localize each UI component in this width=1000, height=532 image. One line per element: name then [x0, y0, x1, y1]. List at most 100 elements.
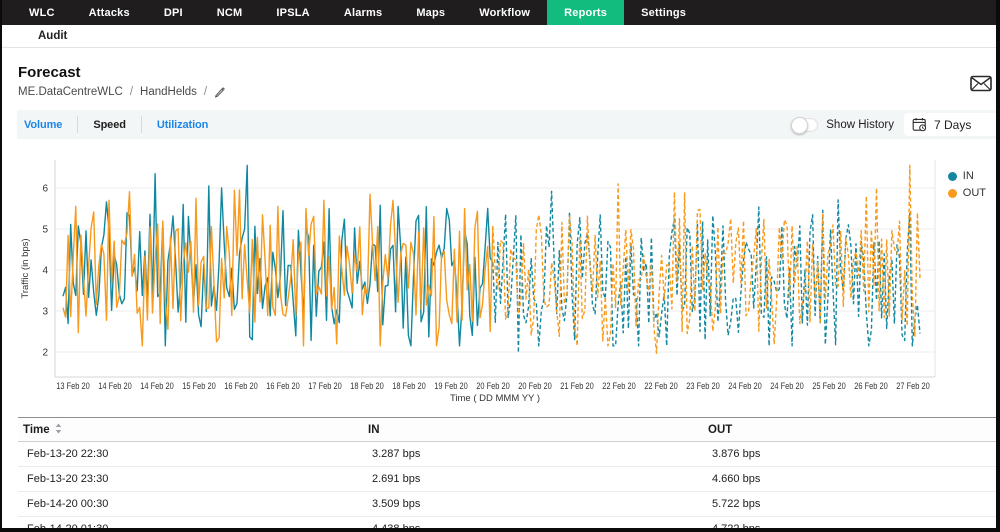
sub-navigation: Audit: [2, 25, 996, 48]
table-cell: Feb-13-20 23:30: [18, 466, 363, 492]
breadcrumb-interface[interactable]: HandHelds: [140, 86, 197, 98]
nav-item-settings[interactable]: Settings: [641, 6, 687, 19]
x-tick-label: 20 Feb 20: [476, 381, 510, 391]
forecast-chart: 2 3 4 5 6 Traffic (in bps) 13 Feb 20 14 Feb 20 1…: [2, 139, 996, 410]
column-header-out[interactable]: OUT: [703, 418, 996, 442]
table-cell: 4.438 bps: [363, 516, 703, 528]
x-tick-label: 20 Feb 20: [518, 381, 552, 391]
envelope-icon: [970, 75, 992, 95]
nav-item-dpi[interactable]: DPI: [163, 6, 183, 19]
nav-item-attacks[interactable]: Attacks: [88, 6, 130, 19]
tab-speed[interactable]: Speed: [93, 118, 126, 131]
table-cell: 2.691 bps: [363, 466, 703, 492]
legend-label: IN: [962, 170, 974, 182]
y-axis-title: Traffic (in bps): [20, 238, 31, 298]
breadcrumb-device[interactable]: ME.DataCentreWLC: [18, 86, 123, 98]
forecast-table: Time IN OUT Feb-13-20 22:30 3.287 bps 3.876 …: [18, 417, 996, 528]
nav-item-maps[interactable]: Maps: [416, 6, 446, 19]
table-cell: Feb-13-20 22:30: [18, 441, 363, 467]
series-history-out: [62, 189, 494, 347]
chart-legend: IN OUT: [947, 170, 986, 199]
table-cell: 4.722 bps: [703, 516, 996, 528]
table-cell: 4.660 bps: [703, 466, 996, 492]
nav-item-reports[interactable]: Reports: [547, 0, 625, 25]
y-tick-label: 6: [42, 184, 48, 195]
column-header-time[interactable]: Time: [18, 418, 363, 442]
chart-toolbar: Volume Speed Utilization Show History 7 Da…: [17, 110, 996, 139]
line-chart-canvas[interactable]: 2 3 4 5 6 Traffic (in bps) 13 Feb 20 14 Feb 20 1…: [2, 139, 996, 410]
x-tick-label: 13 Feb 20: [56, 381, 90, 391]
calendar-clock-icon: [912, 117, 927, 132]
period-label: 7 Days: [934, 117, 972, 132]
tab-separator: [140, 116, 142, 133]
table-header: Time IN OUT: [18, 417, 996, 442]
x-tick-label: 22 Feb 20: [644, 381, 678, 391]
legend-label: OUT: [962, 187, 986, 199]
nav-item-ipsla[interactable]: IPSLA: [276, 6, 310, 19]
breadcrumb-separator: /: [203, 86, 208, 98]
column-header-in[interactable]: IN: [363, 418, 703, 442]
table-cell: 5.722 bps: [703, 491, 996, 517]
y-tick-label: 3: [42, 307, 48, 318]
table-row: Feb-13-20 22:30 3.287 bps 3.876 bps: [18, 441, 996, 467]
breadcrumb: ME.DataCentreWLC / HandHelds /: [18, 86, 226, 98]
table-cell: 3.876 bps: [703, 441, 996, 467]
sort-icon[interactable]: [55, 423, 62, 434]
series-history-in: [62, 164, 494, 347]
breadcrumb-separator: /: [129, 86, 134, 98]
x-tick-label: 24 Feb 20: [728, 381, 762, 391]
series-forecast-in: [492, 190, 921, 354]
x-tick-label: 22 Feb 20: [602, 381, 636, 391]
x-tick-label: 23 Feb 20: [686, 381, 720, 391]
page-title: Forecast: [18, 64, 81, 81]
column-header-label: OUT: [708, 423, 733, 436]
x-tick-label: 21 Feb 20: [560, 381, 594, 391]
x-tick-label: 14 Feb 20: [98, 381, 132, 391]
table-cell: 3.509 bps: [363, 491, 703, 517]
email-report-button[interactable]: [969, 75, 993, 95]
edit-pencil-icon[interactable]: [214, 86, 226, 98]
tab-volume[interactable]: Volume: [24, 118, 63, 131]
x-tick-label: 19 Feb 20: [434, 381, 468, 391]
subnav-item-audit[interactable]: Audit: [38, 30, 68, 42]
legend-item-in[interactable]: IN: [947, 170, 986, 182]
legend-dot-in: [947, 171, 957, 181]
table-row: Feb-13-20 23:30 2.691 bps 4.660 bps: [18, 466, 996, 492]
series-forecast-out: [492, 164, 921, 354]
nav-item-wlc[interactable]: WLC: [29, 6, 55, 19]
period-selector[interactable]: 7 Days: [904, 113, 996, 136]
show-history-label: Show History: [826, 118, 894, 131]
nav-item-ncm[interactable]: NCM: [216, 6, 243, 19]
table-row: Feb-14-20 00:30 3.509 bps 5.722 bps: [18, 491, 996, 517]
column-header-label: Time: [23, 424, 50, 436]
x-tick-label: 15 Feb 20: [182, 381, 216, 391]
x-tick-label: 26 Feb 20: [854, 381, 888, 391]
nav-item-workflow[interactable]: Workflow: [479, 6, 531, 19]
x-tick-label: 14 Feb 20: [140, 381, 174, 391]
nav-item-alarms[interactable]: Alarms: [343, 6, 383, 19]
x-tick-label: 18 Feb 20: [392, 381, 426, 391]
top-navigation: WLC Attacks DPI NCM IPSLA Alarms Maps Workflow R…: [2, 0, 996, 25]
x-tick-label: 27 Feb 20: [896, 381, 930, 391]
tab-separator: [77, 116, 79, 133]
y-tick-label: 4: [42, 266, 48, 277]
y-tick-label: 2: [42, 348, 48, 359]
x-tick-label: 17 Feb 20: [308, 381, 342, 391]
metric-tabs: Volume Speed Utilization: [17, 110, 223, 139]
x-tick-label: 25 Feb 20: [812, 381, 846, 391]
show-history-toggle[interactable]: [791, 116, 819, 134]
tab-utilization[interactable]: Utilization: [156, 118, 209, 131]
table-cell: 3.287 bps: [363, 441, 703, 467]
table-cell: Feb-14-20 00:30: [18, 491, 363, 517]
column-header-label: IN: [368, 423, 380, 436]
x-tick-label: 24 Feb 20: [770, 381, 804, 391]
table-cell: Feb-14-20 01:30: [18, 516, 363, 528]
legend-item-out[interactable]: OUT: [947, 187, 986, 199]
y-tick-label: 5: [42, 225, 48, 236]
legend-dot-out: [947, 188, 957, 198]
x-tick-label: 18 Feb 20: [350, 381, 384, 391]
x-tick-label: 16 Feb 20: [224, 381, 258, 391]
x-axis-title: Time ( DD MMM YY ): [450, 393, 540, 404]
